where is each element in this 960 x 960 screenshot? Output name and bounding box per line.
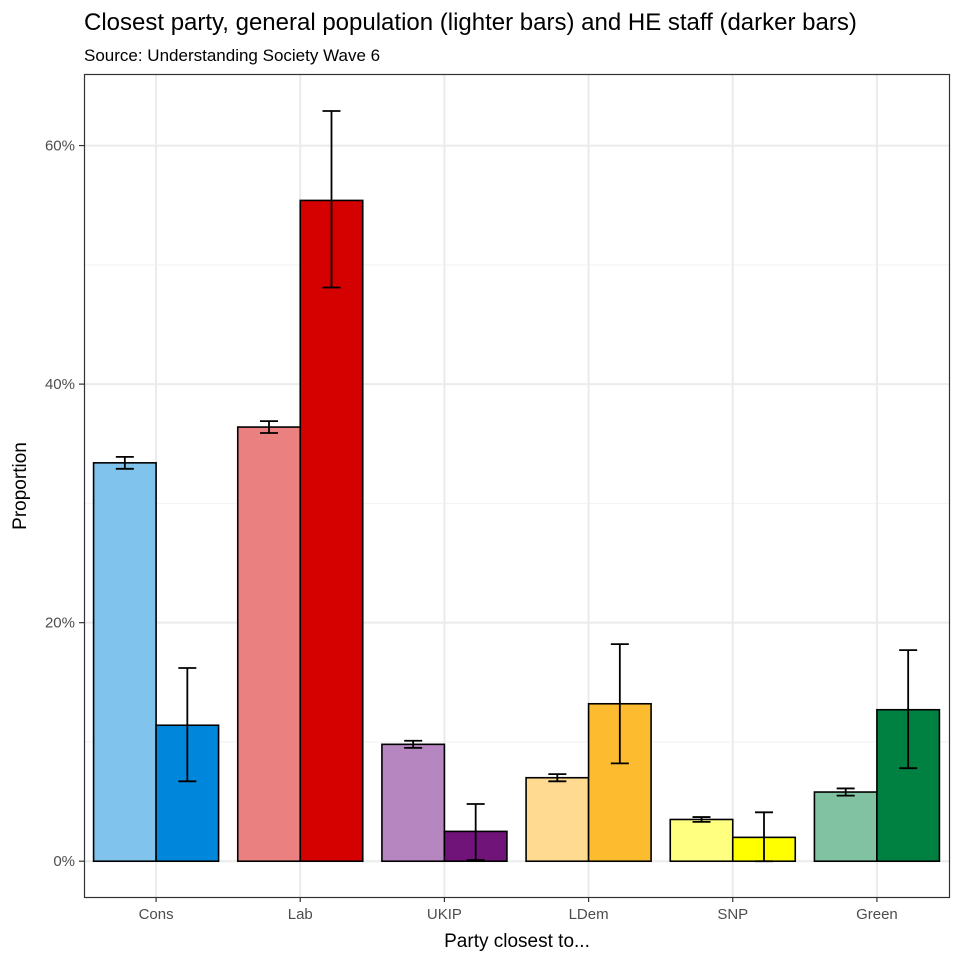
error-bar-cons-general-population <box>115 455 134 470</box>
error-bar-lab-general-population <box>260 420 278 434</box>
bar-cons-general-population <box>92 462 157 863</box>
x-tick-label-lab: Lab <box>288 906 313 923</box>
plot-background <box>84 74 949 897</box>
x-tick-label-ldem: LDem <box>569 906 609 923</box>
bars <box>92 199 941 863</box>
y-tick-label: 40% <box>45 376 75 393</box>
chart-subtitle: Source: Understanding Society Wave 6 <box>84 46 380 65</box>
error-bar-lab-he-staff <box>322 110 341 289</box>
x-axis-title: Party closest to... <box>444 931 590 952</box>
bar-snp-general-population <box>669 818 734 863</box>
x-tick-label-snp: SNP <box>717 906 748 923</box>
y-axis-title: Proportion <box>10 442 31 530</box>
error-bar-ukip-he-staff <box>466 803 485 861</box>
error-bar-green-he-staff <box>899 649 918 770</box>
bar-green-general-population <box>813 791 878 863</box>
y-tick-label: 0% <box>53 853 75 870</box>
error-bar-green-general-population <box>836 787 855 797</box>
error-bars <box>115 110 918 863</box>
x-tick-label-cons: Cons <box>139 906 174 923</box>
bar-lab-he-staff <box>299 199 364 863</box>
error-bar-ldem-he-staff <box>610 643 629 765</box>
x-tick-label-green: Green <box>856 906 898 923</box>
bar-ukip-general-population <box>381 743 446 863</box>
chart-title: Closest party, general population (light… <box>84 9 857 36</box>
axes: 0% 20% 40% 60% Cons Lab UKIP LDem SNP Green <box>45 138 898 923</box>
error-bar-ldem-general-population <box>548 773 567 783</box>
error-bar-ukip-general-population <box>404 739 423 749</box>
bar-ldem-general-population <box>525 776 590 863</box>
error-bar-snp-general-population <box>692 816 711 823</box>
y-tick-label: 60% <box>45 138 75 155</box>
plot-panel <box>83 73 951 899</box>
error-bar-cons-he-staff <box>178 667 197 783</box>
error-bar-snp-he-staff <box>755 811 773 863</box>
y-tick-label: 20% <box>45 615 75 632</box>
bar-lab-general-population <box>236 426 302 863</box>
x-tick-label-ukip: UKIP <box>427 906 462 923</box>
